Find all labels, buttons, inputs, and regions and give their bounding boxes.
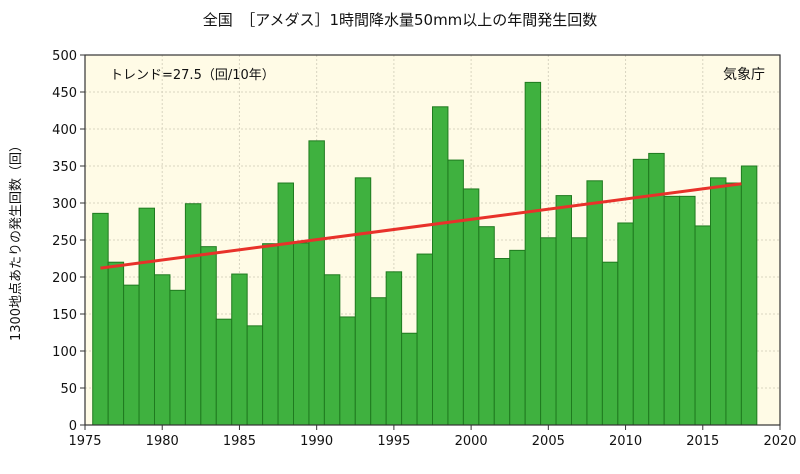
bar-2006 [555,195,572,426]
bar-2005 [540,237,557,426]
bar-1992 [339,316,356,426]
trend-annotation: トレンド=27.5（回/10年） [110,68,275,83]
bar-1993 [354,177,372,426]
x-tick-label: 2010 [609,434,642,449]
x-tick-label: 2000 [455,434,488,449]
bar-1987 [262,243,279,426]
bar-2013 [663,195,681,426]
bar-1982 [184,203,202,426]
y-tick-label: 350 [52,160,77,175]
bar-1984 [215,318,233,426]
bar-1998 [432,106,449,426]
bar-1999 [447,159,464,426]
bar-1976 [92,212,109,426]
bar-1985 [231,273,248,426]
x-tick-label: 1995 [377,434,410,449]
y-tick-label: 0 [69,419,77,434]
bar-1997 [416,253,433,426]
bar-1988 [277,182,294,426]
y-tick-label: 300 [52,197,77,212]
y-tick-label: 500 [52,49,77,64]
bar-1994 [370,297,387,426]
x-tick-label: 2005 [532,434,565,449]
bar-1977 [107,261,125,426]
bar-2018 [740,165,758,426]
bar-1981 [169,289,186,426]
bar-2002 [493,258,511,426]
bar-2014 [679,195,696,426]
bar-1996 [401,332,418,426]
trend-line [100,182,742,270]
y-axis-label: 1300地点あたりの発生回数（回） [9,139,24,341]
y-tick-label: 200 [52,271,77,286]
x-tick-label: 1975 [68,434,101,449]
y-tick-label: 400 [52,123,77,138]
y-tick-label: 150 [52,308,77,323]
bar-2003 [509,249,526,426]
bar-1989 [293,242,310,426]
bar-2016 [710,177,727,426]
bar-2009 [601,261,619,426]
y-tick-label: 50 [60,382,77,397]
x-tick-label: 1990 [300,434,333,449]
bar-2000 [462,188,480,426]
bar-2017 [725,182,742,426]
bar-2001 [478,226,495,426]
bar-2007 [571,237,588,426]
bar-2004 [524,81,542,426]
x-tick-label: 2015 [686,434,719,449]
y-tick-label: 450 [52,86,77,101]
chart-title: 全国 ［アメダス］1時間降水量50mm以上の年間発生回数 [203,11,598,29]
bar-1980 [154,274,171,426]
bar-1979 [138,207,156,426]
bar-1995 [385,271,403,426]
bar-1986 [246,325,264,426]
bar-1983 [200,246,217,426]
x-tick-label: 2020 [763,434,796,449]
bar-1991 [323,274,341,426]
y-tick-label: 250 [52,234,77,249]
x-tick-label: 1980 [146,434,179,449]
bar-2015 [694,225,711,426]
bars [92,81,758,426]
bar-1978 [123,284,140,426]
bar-1990 [308,140,325,426]
y-tick-label: 100 [52,345,77,360]
bar-2010 [617,222,634,426]
axis-ticks: 0 50 100 150 200 250 300 350 400 450 500 1975 1980 19… [52,49,796,449]
source-label: 気象庁 [723,67,765,83]
x-tick-label: 1985 [223,434,256,449]
bar-2008 [586,180,603,426]
